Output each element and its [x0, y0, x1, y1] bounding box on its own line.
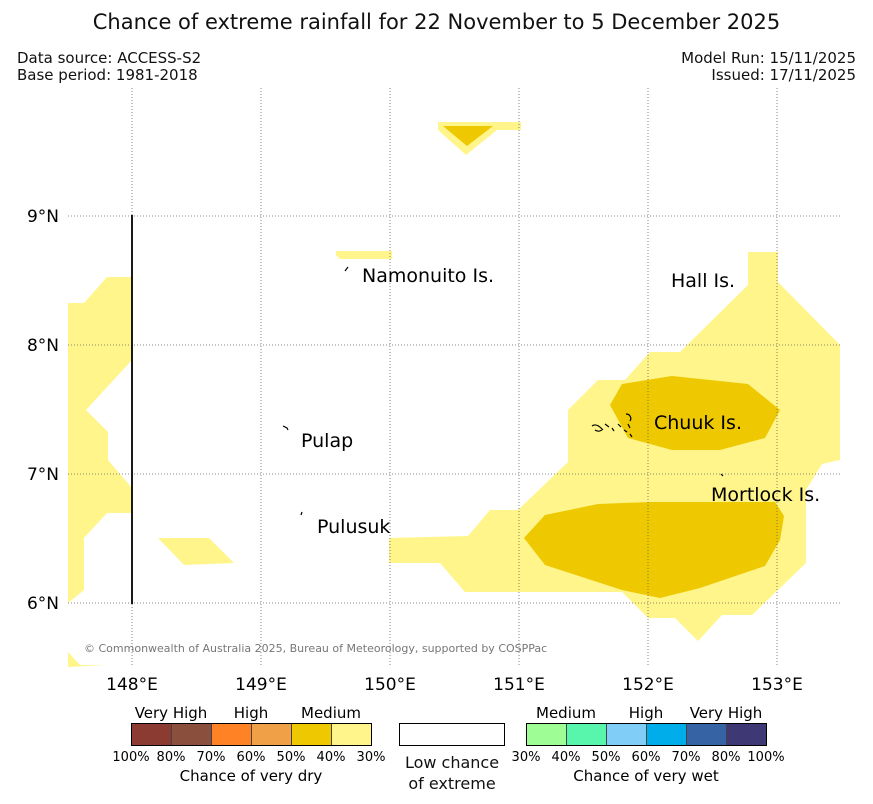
- map-title: Chance of extreme rainfall for 22 Novemb…: [92, 10, 781, 34]
- pulusuk-island-mark: [300, 511, 303, 516]
- wet-tick: 50%: [592, 750, 621, 765]
- dry-swatch: [331, 724, 371, 745]
- dry-caption: Chance of very dry: [180, 767, 323, 785]
- dry-tick: 40%: [317, 750, 346, 765]
- dry-tick: 70%: [197, 750, 226, 765]
- lat-tick: 8°N: [27, 336, 59, 356]
- wet-swatch: [686, 724, 726, 745]
- dry-swatch: [291, 724, 331, 745]
- label-mortlock: Mortlock Is.: [711, 484, 820, 506]
- wet-tick: 30%: [512, 750, 541, 765]
- dry-swatch: [211, 724, 251, 745]
- dry-header-medium: Medium: [301, 704, 361, 722]
- region-medium-40-50: [443, 126, 784, 598]
- label-pulap: Pulap: [301, 430, 353, 452]
- mortlock-island-mark: [720, 473, 724, 477]
- dry-header-high: High: [234, 704, 268, 722]
- dry-legend-bar: [131, 723, 372, 746]
- wet-swatch: [566, 724, 606, 745]
- dry-tick: 30%: [357, 750, 386, 765]
- region-chuuk-core: [610, 376, 780, 450]
- label-hall: Hall Is.: [671, 270, 735, 292]
- model-run: Model Run: 15/11/2025: [681, 49, 856, 67]
- region-west-edge: [68, 277, 132, 603]
- lon-tick: 149°E: [235, 675, 287, 695]
- region-sw-corner: [68, 652, 106, 667]
- lon-tick: 148°E: [106, 675, 158, 695]
- island-marks: [282, 266, 724, 516]
- meta-right: Model Run: 15/11/2025 Issued: 17/11/2025: [681, 50, 856, 84]
- label-chuuk: Chuuk Is.: [654, 412, 742, 434]
- lat-tick: 6°N: [27, 594, 59, 614]
- wet-swatch: [646, 724, 686, 745]
- lat-tick: 7°N: [27, 465, 59, 485]
- wet-legend-bar: [526, 723, 767, 746]
- low-chance-caption: Low chance of extreme: [399, 752, 505, 794]
- dry-tick: 60%: [237, 750, 266, 765]
- lon-tick: 150°E: [364, 675, 416, 695]
- label-pulusuk: Pulusuk: [317, 516, 390, 538]
- wet-caption: Chance of very wet: [573, 767, 719, 785]
- wet-tick: 100%: [747, 750, 784, 765]
- wet-swatch: [606, 724, 646, 745]
- wet-header-very-high: Very High: [690, 704, 763, 722]
- wet-swatch: [726, 724, 766, 745]
- wet-legend-ticks: 30% 40% 50% 60% 70% 80% 100%: [512, 750, 785, 765]
- namonuito-island-mark: [344, 266, 349, 272]
- dry-tick: 100%: [112, 750, 149, 765]
- dry-tick: 80%: [157, 750, 186, 765]
- copyright-notice: © Commonwealth of Australia 2025, Bureau…: [84, 642, 547, 655]
- lon-tick: 153°E: [751, 675, 803, 695]
- data-source: Data source: ACCESS-S2: [17, 49, 202, 67]
- wet-tick: 60%: [632, 750, 661, 765]
- region-southwest-patch: [158, 538, 234, 565]
- label-namonuito: Namonuito Is.: [362, 265, 494, 287]
- region-north-core: [443, 126, 493, 146]
- region-namonuito-strip: [336, 251, 392, 259]
- lon-tick: 151°E: [493, 675, 545, 695]
- lon-tick: 152°E: [622, 675, 674, 695]
- wet-header-medium: Medium: [536, 704, 596, 722]
- base-period: Base period: 1981-2018: [17, 66, 198, 84]
- low-chance-line1: Low chance: [404, 753, 500, 772]
- dry-tick: 50%: [277, 750, 306, 765]
- dry-swatch: [171, 724, 211, 745]
- meta-left: Data source: ACCESS-S2 Base period: 1981…: [17, 50, 201, 84]
- wet-header-high: High: [629, 704, 663, 722]
- chuuk-island-mark: [591, 413, 633, 438]
- low-chance-line2: of extreme: [408, 774, 496, 793]
- dry-header-very-high: Very High: [135, 704, 208, 722]
- dry-swatch: [132, 724, 171, 745]
- low-chance-swatch: [399, 723, 505, 746]
- wet-swatch: [527, 724, 566, 745]
- lat-tick: 9°N: [27, 207, 59, 227]
- dry-swatch: [251, 724, 291, 745]
- wet-tick: 70%: [672, 750, 701, 765]
- issued-date: Issued: 17/11/2025: [711, 66, 856, 84]
- region-south-core: [524, 502, 784, 598]
- wet-tick: 40%: [552, 750, 581, 765]
- wet-tick: 80%: [712, 750, 741, 765]
- pulap-island-mark: [282, 425, 289, 431]
- dry-legend-ticks: 100% 80% 70% 60% 50% 40% 30%: [112, 750, 385, 765]
